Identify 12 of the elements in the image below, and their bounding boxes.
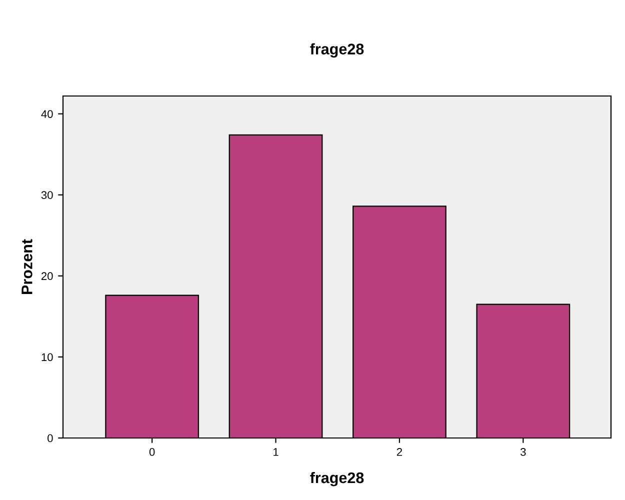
x-tick-label: 2 [396,448,402,456]
y-tick-label: 30 [41,191,53,200]
y-tick-label: 20 [41,272,53,280]
y-tick-label: 0 [48,434,53,442]
chart-title: frage28 [310,43,364,58]
x-tick-label: 1 [274,448,278,456]
y-tick-label: 40 [41,110,53,118]
x-tick-label: 0 [149,448,155,456]
y-axis-title: Prozent [22,239,32,294]
x-tick-label: 3 [520,448,526,456]
y-tick-label: 10 [42,353,53,362]
x-axis-title: frage28 [310,472,364,486]
